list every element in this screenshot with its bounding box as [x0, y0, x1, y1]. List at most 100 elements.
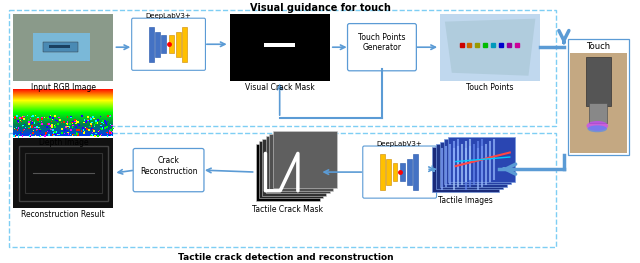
Bar: [70, 117, 72, 118]
Bar: [19, 134, 20, 135]
Bar: [13, 113, 113, 114]
Bar: [63, 122, 65, 123]
Bar: [76, 133, 78, 135]
Bar: [13, 128, 15, 129]
Bar: [13, 125, 113, 126]
Bar: [51, 129, 52, 130]
Bar: [106, 124, 108, 126]
Bar: [88, 119, 89, 120]
Bar: [90, 123, 92, 125]
Bar: [91, 122, 93, 123]
Bar: [29, 135, 30, 137]
Bar: [72, 134, 74, 136]
Bar: [87, 116, 89, 118]
Bar: [17, 129, 19, 131]
Bar: [29, 134, 31, 136]
Bar: [13, 130, 113, 131]
Bar: [94, 126, 95, 127]
Bar: [52, 129, 54, 131]
Bar: [52, 117, 54, 119]
Bar: [44, 125, 45, 127]
Bar: [51, 126, 53, 128]
Bar: [70, 134, 71, 135]
Bar: [34, 122, 35, 124]
Bar: [76, 122, 78, 123]
Bar: [83, 129, 84, 131]
Bar: [41, 123, 43, 125]
Bar: [86, 128, 88, 130]
Bar: [13, 133, 113, 134]
Bar: [68, 127, 70, 128]
Bar: [13, 128, 113, 129]
Bar: [91, 134, 93, 136]
Bar: [56, 132, 57, 133]
Bar: [78, 129, 80, 131]
Bar: [102, 127, 104, 129]
Bar: [81, 115, 83, 117]
Bar: [78, 129, 79, 130]
Bar: [75, 134, 76, 135]
Text: Depth Image: Depth Image: [38, 138, 88, 147]
Bar: [111, 127, 112, 128]
Bar: [93, 130, 95, 132]
Bar: [13, 120, 113, 121]
Bar: [17, 120, 19, 122]
Bar: [85, 128, 87, 130]
Bar: [13, 97, 113, 98]
Bar: [36, 130, 37, 131]
Bar: [54, 131, 56, 133]
Bar: [13, 94, 113, 95]
Bar: [444, 139, 511, 184]
Bar: [100, 116, 102, 117]
Bar: [66, 124, 67, 125]
Bar: [53, 135, 54, 136]
Bar: [52, 132, 54, 134]
Bar: [110, 115, 111, 116]
Bar: [50, 128, 51, 129]
Bar: [13, 129, 113, 130]
Bar: [109, 135, 110, 136]
Bar: [77, 124, 79, 126]
Bar: [50, 126, 51, 128]
Bar: [13, 100, 113, 101]
Bar: [34, 127, 36, 128]
Bar: [83, 133, 85, 134]
Bar: [32, 121, 33, 122]
Bar: [13, 117, 113, 118]
Bar: [58, 119, 60, 121]
Bar: [13, 102, 113, 103]
Bar: [90, 126, 91, 128]
Bar: [13, 96, 113, 97]
Bar: [42, 117, 43, 118]
Text: DeepLabV3+: DeepLabV3+: [377, 140, 422, 146]
Text: Visual Crack Mask: Visual Crack Mask: [245, 83, 314, 92]
Bar: [73, 124, 74, 125]
Polygon shape: [445, 19, 535, 76]
Bar: [92, 129, 93, 130]
Bar: [107, 121, 108, 122]
Bar: [40, 124, 42, 125]
Bar: [230, 14, 330, 81]
Text: Touch Points
Generator: Touch Points Generator: [358, 33, 406, 52]
Bar: [13, 112, 113, 113]
Text: Touch Points: Touch Points: [467, 83, 514, 92]
Bar: [52, 134, 54, 136]
Bar: [112, 131, 113, 132]
Bar: [104, 120, 106, 122]
Bar: [13, 111, 113, 112]
Bar: [18, 127, 19, 129]
Bar: [13, 135, 15, 136]
Bar: [72, 121, 74, 122]
Bar: [111, 135, 112, 136]
Bar: [100, 135, 101, 136]
Bar: [33, 130, 35, 131]
Bar: [38, 123, 40, 124]
Bar: [13, 93, 113, 94]
Bar: [52, 119, 53, 120]
Bar: [15, 119, 17, 120]
Bar: [41, 119, 42, 120]
Bar: [110, 129, 112, 131]
Bar: [13, 107, 113, 108]
Bar: [28, 127, 30, 129]
Bar: [13, 109, 113, 110]
